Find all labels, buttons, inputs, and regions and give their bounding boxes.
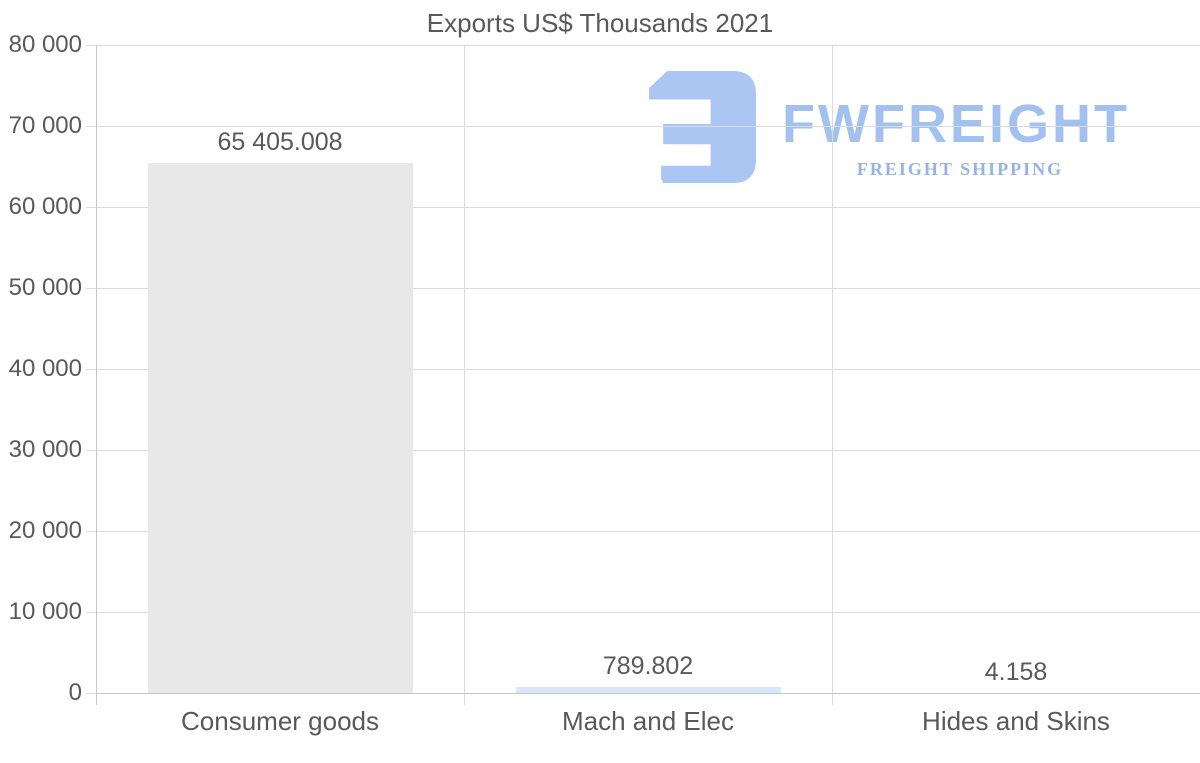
x-axis-label: Hides and Skins: [922, 706, 1110, 736]
bar-value-label: 65 405.008: [217, 128, 343, 157]
y-axis-tick: [86, 530, 96, 532]
y-axis-tick-label: 50 000: [8, 274, 82, 301]
x-axis-label: Consumer goods: [181, 706, 379, 736]
y-axis-tick-label: 70 000: [8, 112, 82, 139]
bar: [147, 163, 413, 693]
watermark-brand-text: FWFREIGHT: [782, 94, 1130, 154]
gridline-vertical: [831, 45, 833, 705]
y-axis-tick-label: 80 000: [8, 31, 82, 58]
gridline-vertical: [463, 45, 465, 705]
y-axis-tick: [86, 692, 96, 694]
chart-title: Exports US$ Thousands 2021: [426, 8, 774, 38]
gridline-horizontal: [96, 125, 1200, 127]
x-axis-line: [96, 692, 1200, 694]
y-axis-tick: [86, 368, 96, 370]
y-axis-tick: [86, 206, 96, 208]
y-axis-tick-label: 10 000: [8, 598, 82, 625]
y-axis-tick-label: 30 000: [8, 436, 82, 463]
y-axis-tick-label: 0: [68, 679, 82, 706]
gridline-horizontal: [96, 611, 1200, 613]
bar-value-label: 4.158: [984, 657, 1048, 686]
x-axis-label: Mach and Elec: [562, 706, 734, 736]
bar: [515, 686, 781, 693]
gridline-horizontal: [96, 530, 1200, 532]
gridline-horizontal: [96, 44, 1200, 46]
gridline-horizontal: [96, 287, 1200, 289]
y-axis-tick: [86, 611, 96, 613]
y-axis-tick: [86, 44, 96, 46]
y-axis-tick-label: 40 000: [8, 355, 82, 382]
y-axis-tick: [86, 125, 96, 127]
bar-value-label: 789.802: [602, 651, 694, 680]
y-axis-tick-label: 20 000: [8, 517, 82, 544]
y-axis-line: [95, 45, 97, 705]
watermark-logo: FWFREIGHT FREIGHT SHIPPING: [648, 71, 1148, 186]
fwfreight-logo-icon: [649, 71, 756, 183]
gridline-horizontal: [96, 206, 1200, 208]
y-axis-tick: [86, 449, 96, 451]
gridline-horizontal: [96, 449, 1200, 451]
watermark-tagline-text: FREIGHT SHIPPING: [856, 159, 1064, 179]
y-axis-tick-label: 60 000: [8, 193, 82, 220]
gridline-horizontal: [96, 368, 1200, 370]
y-axis-tick: [86, 287, 96, 289]
